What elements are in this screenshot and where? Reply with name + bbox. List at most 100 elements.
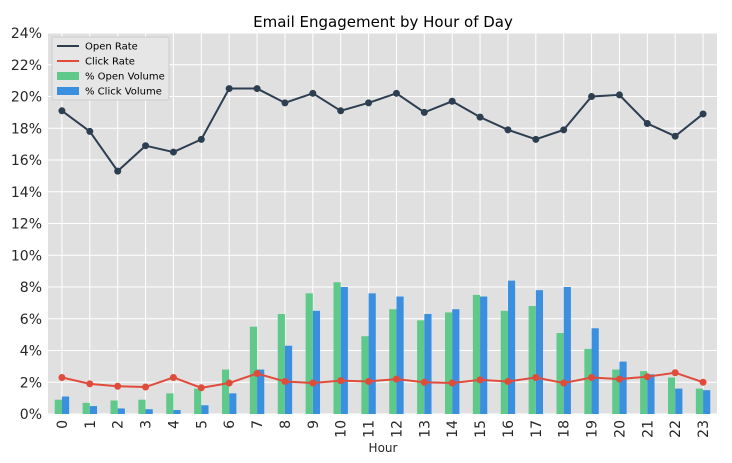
- bar-open-volume: [138, 399, 146, 414]
- point-click-rate: [142, 383, 150, 391]
- y-tick-label: 10%: [11, 248, 42, 264]
- point-click-rate: [476, 376, 484, 384]
- x-tick-label: 13: [417, 420, 433, 438]
- point-click-rate: [337, 377, 345, 385]
- point-click-rate: [281, 377, 289, 385]
- y-tick-label: 0%: [20, 407, 42, 423]
- x-tick-label: 11: [362, 420, 378, 438]
- legend-swatch: [57, 87, 79, 95]
- x-tick-label: 4: [166, 420, 182, 429]
- point-open-rate: [560, 126, 568, 134]
- point-open-rate: [476, 113, 484, 121]
- x-tick-label: 20: [612, 420, 628, 438]
- x-tick-label: 8: [278, 420, 294, 429]
- point-open-rate: [504, 126, 512, 134]
- bar-open-volume: [472, 294, 481, 414]
- point-click-rate: [560, 379, 568, 387]
- point-click-rate: [114, 382, 122, 390]
- bar-open-volume: [333, 282, 341, 414]
- legend-label: % Open Volume: [85, 72, 165, 83]
- y-tick-label: 2%: [20, 375, 42, 391]
- bar-click-volume: [145, 409, 153, 414]
- legend-label: Click Rate: [85, 57, 135, 68]
- point-open-rate: [615, 91, 623, 99]
- y-tick-label: 14%: [11, 185, 42, 201]
- bar-open-volume: [249, 326, 258, 414]
- bar-open-volume: [640, 371, 648, 414]
- point-click-rate: [392, 375, 400, 383]
- x-axis-ticks: 0 1 2 3 4 5 6 7 8 9 10 11 12 13 14 15 16 17 18 19 20 21 22 23: [55, 420, 712, 438]
- point-open-rate: [448, 97, 456, 105]
- point-open-rate: [392, 89, 400, 97]
- point-click-rate: [309, 379, 317, 387]
- x-tick-label: 22: [668, 420, 684, 438]
- x-tick-label: 15: [473, 420, 489, 438]
- y-tick-label: 20%: [11, 90, 42, 106]
- point-click-rate: [225, 379, 233, 387]
- legend-swatch: [57, 72, 79, 80]
- bar-open-volume: [166, 393, 174, 414]
- point-open-rate: [588, 93, 596, 100]
- line-open-rate: [61, 87, 704, 173]
- point-open-rate: [142, 142, 150, 150]
- y-tick-label: 8%: [20, 280, 42, 296]
- x-tick-label: 9: [306, 420, 322, 429]
- bar-click-volume: [452, 309, 460, 414]
- bar-open-volume: [82, 402, 90, 414]
- y-tick-label: 12%: [11, 217, 42, 233]
- bar-open-volume: [54, 399, 62, 414]
- x-tick-label: 6: [222, 420, 238, 429]
- x-tick-label: 10: [334, 420, 350, 438]
- legend-box: [51, 36, 170, 101]
- point-click-rate: [504, 377, 512, 385]
- point-click-rate: [197, 384, 205, 392]
- x-tick-label: 21: [640, 420, 656, 438]
- x-tick-label: 3: [139, 420, 155, 429]
- point-open-rate: [420, 108, 428, 116]
- bar-open-volume: [361, 336, 369, 414]
- legend-label: % Click Volume: [85, 87, 162, 98]
- point-open-rate: [197, 135, 205, 143]
- point-click-rate: [671, 369, 679, 377]
- point-open-rate: [532, 135, 540, 143]
- point-open-rate: [225, 85, 233, 93]
- point-open-rate: [365, 99, 373, 107]
- point-click-rate: [420, 378, 428, 386]
- bar-click-volume: [61, 396, 70, 414]
- bar-click-volume: [201, 405, 209, 414]
- point-open-rate: [699, 110, 707, 118]
- bar-click-volume: [647, 374, 655, 414]
- bar-click-volume: [675, 388, 683, 414]
- x-tick-label: 17: [529, 420, 545, 438]
- legend: Open Rate Click Rate % Open Volume % Click …: [51, 36, 170, 101]
- bar-open-volume: [389, 309, 397, 414]
- point-open-rate: [671, 132, 679, 140]
- point-open-rate: [169, 148, 177, 156]
- bar-click-volume: [229, 393, 237, 414]
- point-open-rate: [114, 167, 122, 175]
- point-open-rate: [281, 99, 289, 107]
- point-click-rate: [365, 377, 373, 385]
- x-tick-label: 5: [194, 420, 210, 429]
- point-open-rate: [309, 89, 317, 97]
- bar-click-volume: [619, 361, 627, 414]
- x-tick-label: 0: [55, 420, 71, 429]
- bar-open-volume: [110, 400, 118, 414]
- bar-click-volume: [591, 328, 599, 414]
- y-tick-label: 22%: [11, 58, 42, 74]
- point-open-rate: [253, 85, 261, 93]
- point-click-rate: [588, 373, 596, 381]
- bar-click-volume: [563, 287, 571, 414]
- point-click-rate: [253, 370, 261, 378]
- x-tick-label: 7: [250, 420, 266, 429]
- bar-open-volume: [667, 377, 676, 414]
- line-layer: [58, 85, 707, 392]
- point-open-rate: [58, 107, 66, 115]
- bar-click-volume: [89, 406, 98, 414]
- bar-click-volume: [284, 345, 293, 414]
- bar-click-volume: [368, 293, 376, 414]
- x-tick-label: 23: [696, 420, 712, 438]
- x-tick-label: 18: [557, 420, 573, 438]
- point-open-rate: [643, 119, 651, 127]
